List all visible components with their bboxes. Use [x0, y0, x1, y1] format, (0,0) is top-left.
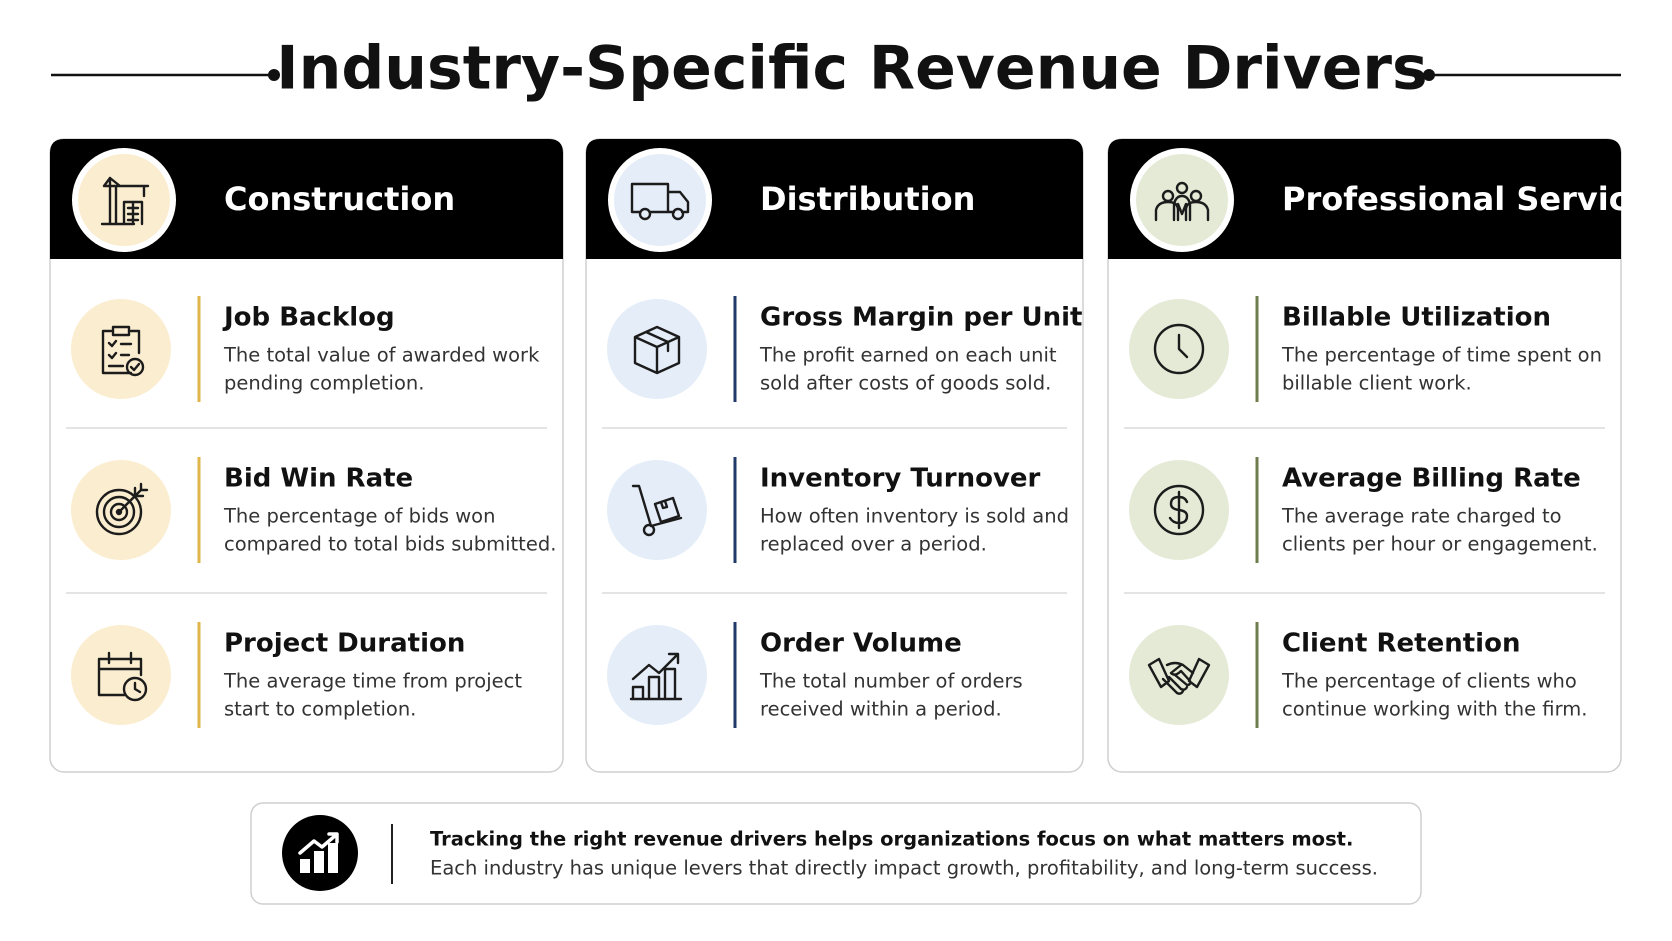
card-header — [50, 139, 563, 259]
icon-shape — [115, 508, 123, 516]
icon-shape — [629, 652, 683, 701]
metric-icon — [1153, 323, 1205, 375]
column-title: Professional Services — [1282, 180, 1668, 218]
icon-shape — [1177, 333, 1189, 359]
header-icon-bg — [78, 154, 170, 246]
icon-shape — [630, 182, 690, 214]
metric-description: The percentage of clients who — [1281, 670, 1577, 693]
icon-shape — [653, 496, 681, 524]
icon-shape — [1175, 181, 1189, 195]
metric-description: replaced over a period. — [760, 533, 987, 556]
icon-shape — [671, 207, 685, 221]
icon-shape — [125, 357, 145, 377]
icon-shape — [95, 488, 143, 536]
metric-icon — [1147, 657, 1211, 695]
footer-headline: Tracking the right revenue drivers helps… — [430, 828, 1353, 851]
icon-shape — [1153, 323, 1205, 375]
card-header — [1108, 139, 1621, 259]
icon-shape — [101, 325, 141, 375]
metric-title: Project Duration — [224, 629, 465, 659]
icon-shape — [133, 681, 142, 694]
metric-icon — [97, 651, 148, 702]
metric-title: Billable Utilization — [1282, 303, 1551, 333]
icon-shape — [100, 176, 150, 226]
metric-icon — [629, 652, 683, 701]
metric-icon — [631, 484, 683, 537]
metric-title: Bid Win Rate — [224, 464, 413, 494]
icon-shape — [97, 651, 143, 697]
metric-icon — [101, 325, 145, 377]
metric-description: received within a period. — [760, 698, 1002, 721]
metric-icon-bg — [71, 625, 171, 725]
header-icon-bg — [1136, 154, 1228, 246]
metric-description: The total number of orders — [759, 670, 1023, 693]
icon-shape — [642, 523, 656, 537]
metric-icon-bg — [1129, 625, 1229, 725]
metric-description: start to completion. — [224, 698, 416, 721]
metric-description: pending completion. — [224, 372, 424, 395]
metric-title: Average Billing Rate — [1282, 464, 1581, 494]
title-rule-dot — [268, 69, 280, 81]
metric-description: continue working with the firm. — [1282, 698, 1587, 721]
header-icon — [1154, 181, 1210, 222]
icon-shape — [109, 502, 129, 522]
metric-description: The average time from project — [223, 670, 522, 693]
metric-icon — [95, 482, 149, 536]
metric-icon — [633, 325, 681, 375]
footer-icon — [298, 832, 339, 873]
metric-title: Inventory Turnover — [760, 464, 1041, 494]
icon-shape — [1154, 194, 1210, 222]
metric-icon-bg — [71, 299, 171, 399]
footer-box — [250, 802, 1422, 905]
metric-description: The total value of awarded work — [223, 344, 540, 367]
metric-description: The percentage of bids won — [223, 505, 495, 528]
icon-shape — [129, 362, 141, 372]
icon-shape — [1168, 490, 1189, 530]
metric-title: Gross Margin per Unit — [760, 303, 1082, 333]
icon-shape — [117, 482, 149, 514]
footer-text: Each industry has unique levers that dir… — [430, 857, 1378, 880]
icon-shape — [122, 676, 148, 702]
metric-icon-bg — [607, 625, 707, 725]
header-icon-bg — [614, 154, 706, 246]
header-icon — [630, 182, 690, 221]
column-title: Distribution — [760, 180, 975, 218]
metric-description: The average rate charged to — [1281, 505, 1562, 528]
card-header — [586, 139, 1083, 259]
header-icon — [100, 176, 150, 226]
column-title: Construction — [224, 180, 455, 218]
icon-shape — [638, 207, 652, 221]
icon-shape — [633, 325, 681, 375]
metric-description: How often inventory is sold and — [760, 505, 1069, 528]
metric-title: Client Retention — [1282, 629, 1520, 659]
metric-description: The profit earned on each unit — [759, 344, 1057, 367]
metric-description: compared to total bids submitted. — [224, 533, 556, 556]
title-rule-dot — [1423, 69, 1435, 81]
page-title: Industry-Specific Revenue Drivers — [276, 34, 1427, 104]
icon-shape — [102, 495, 136, 529]
metric-description: sold after costs of goods sold. — [760, 372, 1051, 395]
metric-title: Job Backlog — [222, 303, 395, 333]
metric-title: Order Volume — [760, 629, 962, 659]
metric-description: The percentage of time spent on — [1281, 344, 1602, 367]
icon-shape — [300, 843, 338, 873]
metric-description: clients per hour or engagement. — [1282, 533, 1598, 556]
metric-description: billable client work. — [1282, 372, 1472, 395]
icon-shape — [298, 832, 339, 855]
icon-shape — [631, 484, 683, 528]
metric-icon — [1153, 484, 1205, 536]
icon-shape — [1147, 657, 1211, 695]
icon-shape — [1153, 484, 1205, 536]
